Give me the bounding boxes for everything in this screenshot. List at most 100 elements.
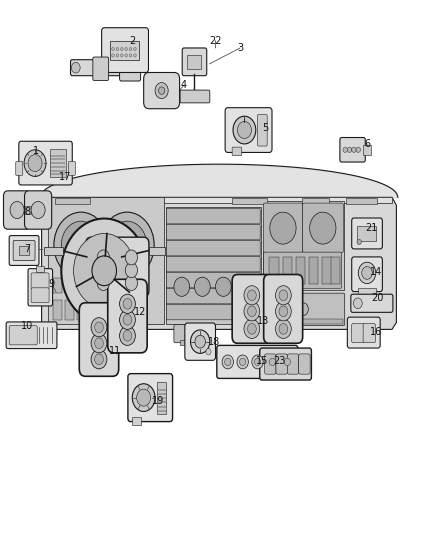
- Circle shape: [123, 330, 132, 341]
- Circle shape: [240, 358, 246, 366]
- Circle shape: [129, 54, 132, 57]
- Text: 19: 19: [152, 396, 165, 406]
- Bar: [88, 278, 98, 293]
- FancyBboxPatch shape: [31, 288, 49, 303]
- Circle shape: [222, 355, 233, 369]
- Circle shape: [356, 147, 360, 152]
- Circle shape: [134, 54, 136, 57]
- Text: 18: 18: [208, 337, 220, 347]
- FancyBboxPatch shape: [102, 28, 148, 72]
- Circle shape: [92, 256, 117, 286]
- Circle shape: [279, 290, 288, 301]
- FancyBboxPatch shape: [25, 191, 52, 229]
- Circle shape: [61, 219, 147, 323]
- Circle shape: [233, 116, 256, 144]
- Circle shape: [95, 322, 103, 333]
- Text: 2: 2: [129, 36, 135, 45]
- Bar: [358, 288, 376, 294]
- Bar: [263, 201, 344, 290]
- Circle shape: [195, 335, 205, 348]
- Circle shape: [270, 212, 296, 244]
- Circle shape: [107, 221, 147, 269]
- Circle shape: [134, 47, 136, 51]
- Bar: [331, 257, 340, 284]
- FancyBboxPatch shape: [79, 303, 119, 376]
- Circle shape: [129, 47, 132, 51]
- FancyBboxPatch shape: [180, 90, 210, 103]
- Circle shape: [247, 290, 256, 301]
- FancyBboxPatch shape: [303, 203, 343, 253]
- Polygon shape: [42, 197, 396, 329]
- Circle shape: [24, 150, 46, 176]
- FancyBboxPatch shape: [363, 324, 375, 343]
- Circle shape: [95, 338, 103, 349]
- FancyBboxPatch shape: [352, 218, 382, 249]
- Text: 12: 12: [134, 307, 146, 317]
- Circle shape: [276, 319, 291, 338]
- Bar: [346, 198, 377, 204]
- Circle shape: [97, 250, 110, 265]
- Circle shape: [125, 250, 138, 265]
- Text: 22: 22: [209, 36, 222, 45]
- Circle shape: [97, 263, 110, 278]
- FancyBboxPatch shape: [9, 236, 39, 265]
- Bar: [36, 266, 44, 272]
- Bar: [269, 257, 279, 284]
- Circle shape: [120, 326, 135, 345]
- FancyBboxPatch shape: [185, 323, 215, 360]
- Circle shape: [357, 239, 361, 245]
- Circle shape: [159, 87, 165, 94]
- Circle shape: [358, 262, 376, 284]
- FancyBboxPatch shape: [166, 288, 260, 304]
- Circle shape: [28, 155, 42, 172]
- Circle shape: [137, 389, 151, 406]
- Circle shape: [125, 54, 127, 57]
- FancyBboxPatch shape: [263, 203, 303, 253]
- Circle shape: [191, 330, 210, 353]
- Bar: [309, 257, 318, 284]
- Text: 17: 17: [59, 172, 71, 182]
- Circle shape: [276, 286, 291, 305]
- Circle shape: [71, 62, 80, 73]
- Text: 8: 8: [24, 207, 30, 217]
- FancyBboxPatch shape: [232, 274, 271, 343]
- Bar: [357, 226, 376, 241]
- Bar: [149, 247, 165, 255]
- Bar: [187, 55, 201, 69]
- Circle shape: [247, 306, 256, 317]
- Bar: [232, 198, 267, 204]
- Circle shape: [284, 358, 290, 366]
- FancyBboxPatch shape: [144, 72, 180, 109]
- Circle shape: [112, 54, 114, 57]
- Bar: [180, 340, 201, 345]
- Bar: [166, 207, 261, 324]
- Circle shape: [125, 263, 138, 278]
- Circle shape: [76, 239, 86, 252]
- Circle shape: [61, 221, 101, 269]
- FancyBboxPatch shape: [299, 354, 310, 374]
- Bar: [322, 257, 332, 284]
- Circle shape: [120, 54, 123, 57]
- Circle shape: [120, 294, 135, 313]
- FancyBboxPatch shape: [262, 293, 345, 326]
- Text: 3: 3: [237, 43, 243, 53]
- Circle shape: [353, 298, 362, 309]
- Circle shape: [279, 306, 288, 317]
- FancyBboxPatch shape: [93, 57, 109, 80]
- FancyBboxPatch shape: [287, 354, 299, 374]
- Bar: [77, 300, 86, 320]
- Circle shape: [282, 355, 293, 369]
- FancyBboxPatch shape: [114, 237, 149, 297]
- Circle shape: [247, 324, 256, 334]
- FancyBboxPatch shape: [260, 348, 311, 380]
- Circle shape: [244, 286, 260, 305]
- FancyBboxPatch shape: [264, 274, 303, 343]
- FancyBboxPatch shape: [4, 191, 31, 229]
- Circle shape: [120, 310, 135, 329]
- FancyBboxPatch shape: [166, 304, 260, 320]
- Circle shape: [91, 334, 107, 353]
- Text: 23: 23: [273, 357, 286, 366]
- Circle shape: [95, 354, 103, 365]
- Circle shape: [97, 276, 110, 290]
- Circle shape: [269, 358, 276, 366]
